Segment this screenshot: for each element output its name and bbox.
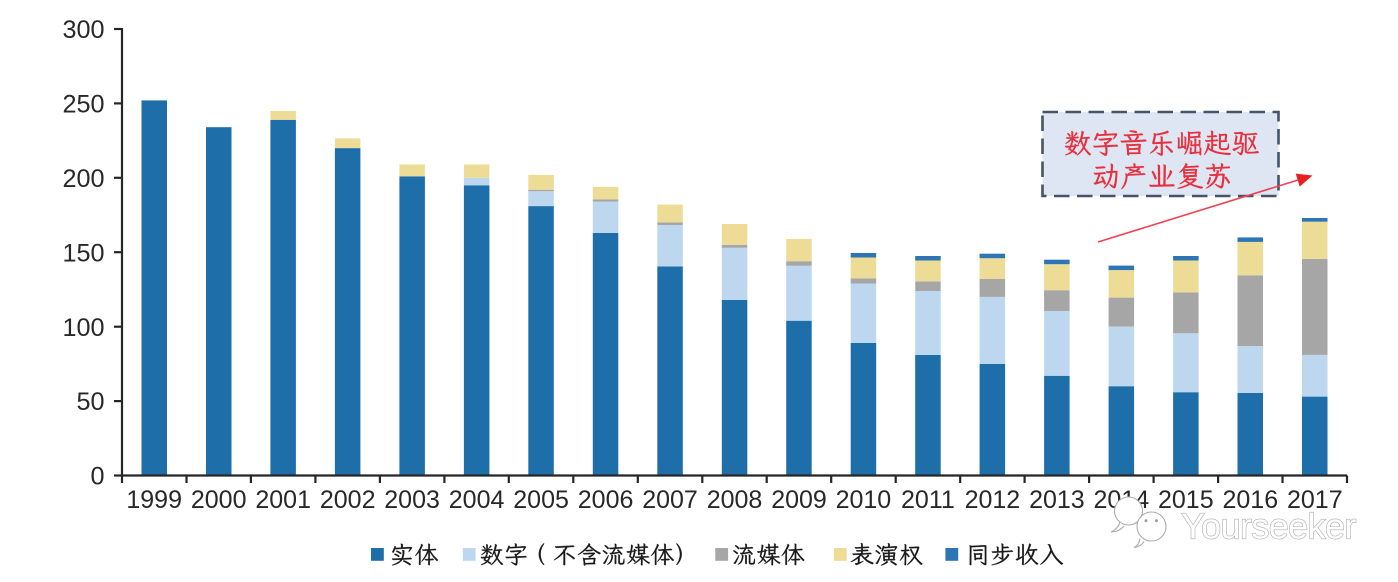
svg-text:200: 200 [62,165,104,193]
svg-text:150: 150 [62,239,104,267]
svg-text:2016: 2016 [1222,486,1278,514]
svg-text:2010: 2010 [836,486,892,514]
svg-text:2006: 2006 [578,486,634,514]
svg-text:2007: 2007 [642,486,698,514]
svg-text:Yourseeker: Yourseeker [1181,506,1356,547]
svg-text:2012: 2012 [965,486,1021,514]
svg-text:0: 0 [90,463,104,491]
svg-text:250: 250 [62,91,104,119]
svg-text:100: 100 [62,314,104,342]
svg-text:2005: 2005 [513,486,569,514]
svg-text:2013: 2013 [1029,486,1085,514]
svg-text:50: 50 [76,388,104,416]
svg-text:1999: 1999 [126,486,182,514]
svg-text:2003: 2003 [384,486,440,514]
svg-text:2000: 2000 [191,486,247,514]
svg-text:2011: 2011 [901,486,955,514]
svg-text:2017: 2017 [1287,486,1343,514]
svg-text:300: 300 [62,16,104,44]
svg-text:2002: 2002 [320,486,376,514]
svg-text:2004: 2004 [449,486,505,514]
svg-text:2001: 2001 [255,486,311,514]
svg-text:2009: 2009 [771,486,827,514]
svg-text:2008: 2008 [707,486,763,514]
svg-text:2015: 2015 [1158,486,1214,514]
